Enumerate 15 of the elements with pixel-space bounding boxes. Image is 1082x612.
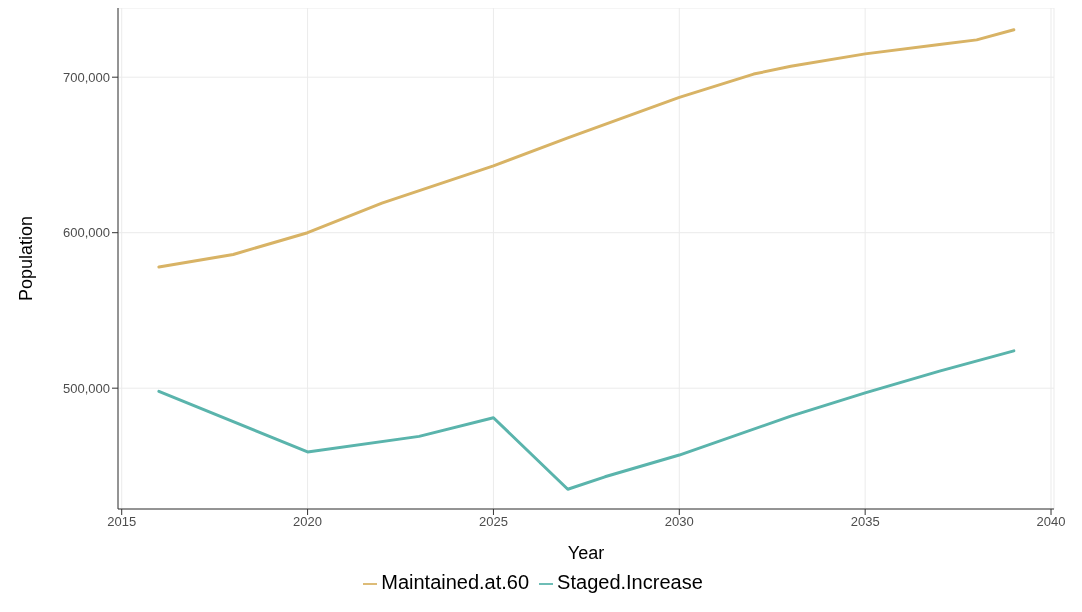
line-series (157, 28, 1016, 269)
x-tick-label: 2040 (1036, 514, 1066, 530)
x-tick-label: 2020 (293, 514, 323, 530)
y-axis-title: Population (16, 215, 37, 302)
x-tick-label: 2030 (664, 514, 694, 530)
legend-label: Maintained.at.60 (381, 571, 530, 593)
y-tick-label: 500,000 (63, 380, 110, 396)
x-tick-label: 2025 (478, 514, 508, 530)
y-tick-label: 700,000 (63, 69, 110, 85)
legend-label: Staged.Increase (557, 571, 703, 593)
line-series (157, 349, 1016, 491)
x-tick-label: 2015 (107, 514, 137, 530)
y-tick-label: 600,000 (63, 225, 110, 241)
x-axis-title: Year (567, 543, 605, 563)
x-tick-label: 2035 (850, 514, 880, 530)
